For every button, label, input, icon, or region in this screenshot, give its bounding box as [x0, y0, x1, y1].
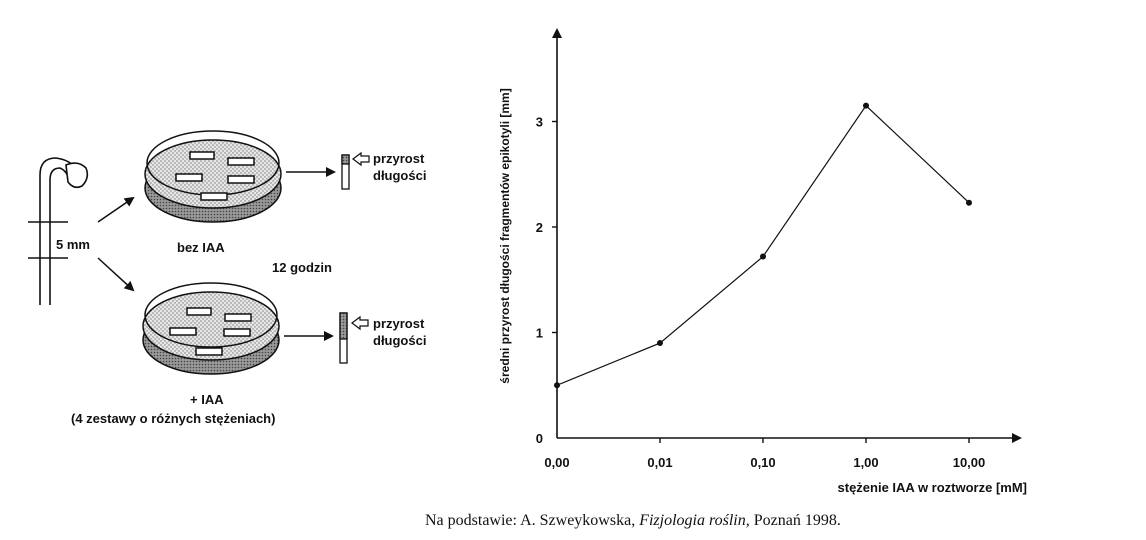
- x-tick-label: 1,00: [853, 455, 878, 470]
- data-point: [863, 102, 869, 109]
- y-tick-label: 2: [536, 220, 543, 235]
- x-tick-label: 10,00: [953, 455, 986, 470]
- time-label: 12 godzin: [272, 260, 332, 275]
- growth-label-bottom-line2: długości: [373, 333, 426, 348]
- open-arrow-icon: [351, 315, 369, 331]
- petri-dish-iaa: [142, 282, 280, 375]
- x-axis-label: stężenie IAA w roztworze [mM]: [838, 480, 1027, 495]
- seedling-drawing: [28, 157, 89, 305]
- line-chart: 0 1 2 3 0,00 0,01 0,10 1,00 10,00 średni przyro…: [498, 28, 1027, 495]
- arrow-to-iaa-dish: [97, 257, 135, 292]
- caption-title: Fizjologia roślin,: [639, 512, 750, 529]
- segment-result-control: [341, 154, 350, 190]
- experiment-diagram: 5 mm bez IAA 12 godzin przyrost długości: [28, 130, 426, 426]
- x-tick-label: 0,10: [750, 455, 775, 470]
- data-point: [657, 340, 663, 347]
- x-tick-label: 0,00: [544, 455, 569, 470]
- arrow-to-control-dish: [97, 196, 135, 223]
- x-tick-label: 0,01: [647, 455, 672, 470]
- caption-suffix: Poznań 1998.: [749, 512, 841, 529]
- dish-treatment-label-line1: + IAA: [190, 392, 224, 407]
- growth-label-top-line2: długości: [373, 168, 426, 183]
- growth-label-top-line1: przyrost: [373, 151, 425, 166]
- y-tick-label: 1: [536, 326, 543, 341]
- y-tick-label: 0: [536, 431, 543, 446]
- petri-dish-control: [144, 130, 282, 223]
- segment-result-iaa: [339, 312, 348, 364]
- open-arrow-icon: [352, 151, 370, 167]
- growth-label-bottom-line1: przyrost: [373, 316, 425, 331]
- source-caption: Na podstawie: A. Szweykowska, Fizjologia…: [425, 512, 841, 530]
- dish-control-label: bez IAA: [177, 240, 225, 255]
- data-point: [554, 382, 560, 389]
- y-tick-label: 3: [536, 115, 543, 130]
- y-axis-label: średni przyrost długości fragmentów epik…: [498, 88, 512, 383]
- data-point: [966, 199, 972, 206]
- data-point: [760, 253, 766, 260]
- segment-label: 5 mm: [56, 237, 90, 252]
- series-line: [556, 104, 970, 386]
- caption-prefix: Na podstawie: A. Szweykowska,: [425, 512, 640, 529]
- dish-treatment-label-line2: (4 zestawy o różnych stężeniach): [71, 411, 275, 426]
